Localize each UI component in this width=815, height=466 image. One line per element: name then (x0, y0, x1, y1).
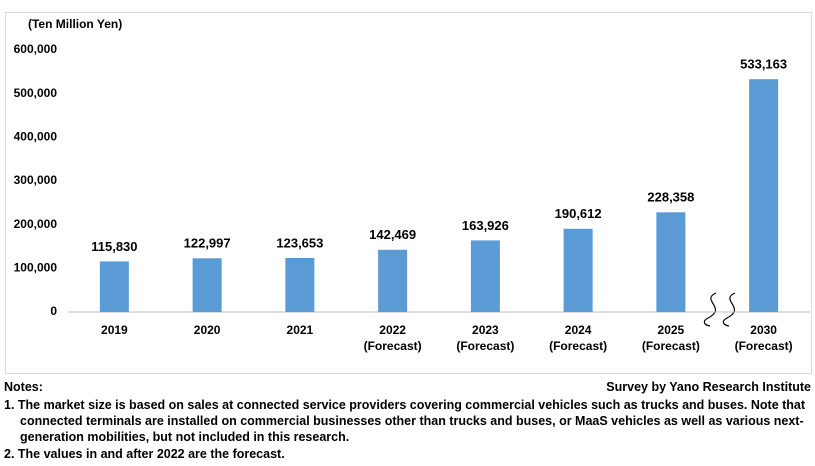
y-tick-label: 400,000 (14, 130, 58, 144)
bar (285, 258, 315, 312)
y-tick-label: 100,000 (14, 261, 58, 275)
value-label: 163,926 (462, 218, 509, 233)
x-tick-label: 2023 (Forecast) (456, 323, 515, 353)
axis-break (703, 292, 736, 327)
x-tick-label: 2022 (Forecast) (363, 323, 422, 353)
bar (563, 228, 593, 312)
chart-frame (5, 12, 812, 374)
note-item: 1. The market size is based on sales at … (4, 398, 806, 444)
bar (656, 212, 686, 312)
bar (192, 258, 222, 312)
x-tick-label: 2030 (Forecast) (734, 323, 793, 353)
value-label: 190,612 (555, 206, 602, 221)
note-item: 2. The values in and after 2022 are the … (4, 447, 285, 461)
source: Survey by Yano Research Institute (606, 380, 811, 394)
x-tick-label: 2019 (101, 323, 128, 337)
bar (749, 79, 779, 313)
y-axis-label: (Ten Million Yen) (28, 17, 122, 31)
x-tick-label: 2021 (286, 323, 314, 337)
y-tick-label: 600,000 (14, 42, 58, 56)
x-tick-label: 2025 (Forecast) (641, 323, 700, 353)
value-label: 123,653 (276, 235, 323, 250)
notes-title: Notes: (4, 380, 43, 394)
bar (378, 249, 408, 312)
value-label: 122,997 (184, 236, 231, 251)
value-label: 228,358 (647, 190, 694, 205)
bar (470, 240, 500, 312)
x-tick-label: 2024 (Forecast) (549, 323, 608, 353)
bar (99, 261, 129, 312)
value-label: 142,469 (369, 227, 416, 242)
y-tick-label: 0 (50, 304, 57, 318)
value-label: 115,830 (91, 239, 137, 254)
y-tick-label: 200,000 (14, 217, 58, 231)
y-tick-label: 300,000 (14, 173, 58, 187)
value-label: 533,163 (740, 57, 787, 72)
x-tick-label: 2020 (193, 323, 221, 337)
y-tick-label: 500,000 (14, 86, 58, 100)
